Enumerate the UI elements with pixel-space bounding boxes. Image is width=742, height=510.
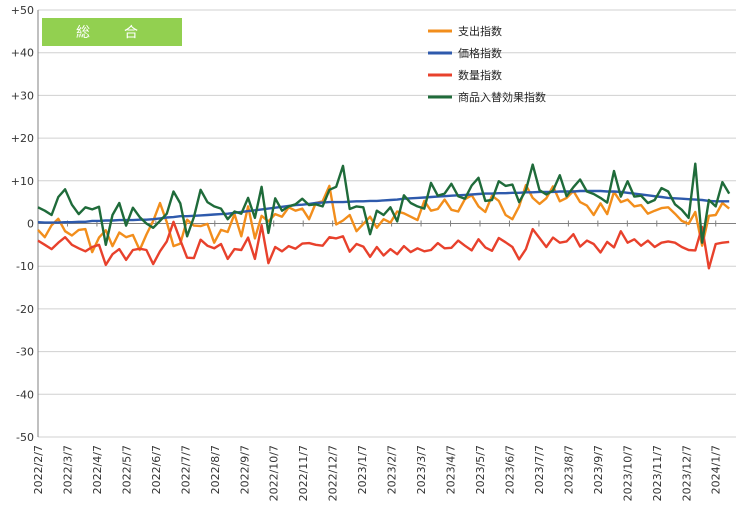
x-tick-label-23: 2024/1/7	[710, 445, 723, 494]
y-tick-label-3: +20	[11, 132, 34, 145]
x-tick-label-20: 2023/10/7	[621, 445, 634, 501]
y-tick-label-8: -30	[16, 346, 34, 359]
chart-badge: 総 合	[42, 18, 182, 46]
badge-background	[42, 18, 182, 46]
badge-label: 総 合	[76, 25, 148, 41]
x-tick-label-17: 2023/7/7	[533, 445, 546, 494]
x-tick-label-19: 2023/9/7	[592, 445, 605, 494]
y-tick-label-2: +30	[11, 89, 34, 102]
y-tick-label-9: -40	[16, 388, 34, 401]
x-tick-label-8: 2022/10/7	[268, 445, 281, 501]
y-tick-label-0: +50	[11, 4, 34, 17]
x-tick-label-10: 2022/12/7	[327, 445, 340, 501]
x-tick-label-16: 2023/6/7	[503, 445, 516, 494]
x-tick-label-11: 2023/1/7	[356, 445, 369, 494]
series-line-2	[37, 220, 730, 270]
legend-label-1: 価格指数	[458, 46, 502, 60]
x-tick-label-3: 2022/5/7	[120, 445, 133, 494]
y-tick-label-5: 0	[27, 218, 34, 231]
y-tick-label-10: -50	[16, 431, 34, 444]
y-tick-label-7: -20	[16, 303, 34, 316]
x-tick-label-18: 2023/8/7	[562, 445, 575, 494]
y-tick-label-6: -10	[16, 260, 34, 273]
series-line-3	[37, 162, 731, 247]
x-tick-label-14: 2023/4/7	[445, 445, 458, 494]
legend-label-2: 数量指数	[458, 68, 502, 82]
x-tick-label-2: 2022/4/7	[91, 445, 104, 494]
series-line-1	[37, 189, 730, 224]
gridlines	[38, 9, 736, 438]
legend-label-0: 支出指数	[458, 24, 502, 38]
x-tick-labels: 2022/2/7 2022/3/7 2022/4/7 2022/5/7 2022/6/7…	[32, 445, 723, 501]
series-lines	[37, 162, 731, 270]
x-tick-label-4: 2022/6/7	[150, 445, 163, 494]
x-tick-label-7: 2022/9/7	[238, 445, 251, 494]
x-tick-label-12: 2023/2/7	[386, 445, 399, 494]
x-tick-label-9: 2022/11/7	[297, 445, 310, 501]
x-tick-label-1: 2022/3/7	[61, 445, 74, 494]
x-tick-label-6: 2022/8/7	[209, 445, 222, 494]
axes	[37, 10, 736, 437]
x-tick-label-21: 2023/11/7	[651, 445, 664, 501]
y-tick-label-4: +10	[11, 175, 34, 188]
x-tick-label-0: 2022/2/7	[32, 445, 45, 494]
x-tick-label-13: 2023/3/7	[415, 445, 428, 494]
y-tick-labels: +50 +40 +30 +20 +10 0 -10 -20 -30 -40 -50	[11, 4, 34, 444]
x-tick-label-22: 2023/12/7	[680, 445, 693, 501]
y-tick-label-1: +40	[11, 47, 34, 60]
x-tick-label-5: 2022/7/7	[179, 445, 192, 494]
legend-label-3: 商品入替効果指数	[458, 90, 546, 104]
x-tick-label-15: 2023/5/7	[474, 445, 487, 494]
